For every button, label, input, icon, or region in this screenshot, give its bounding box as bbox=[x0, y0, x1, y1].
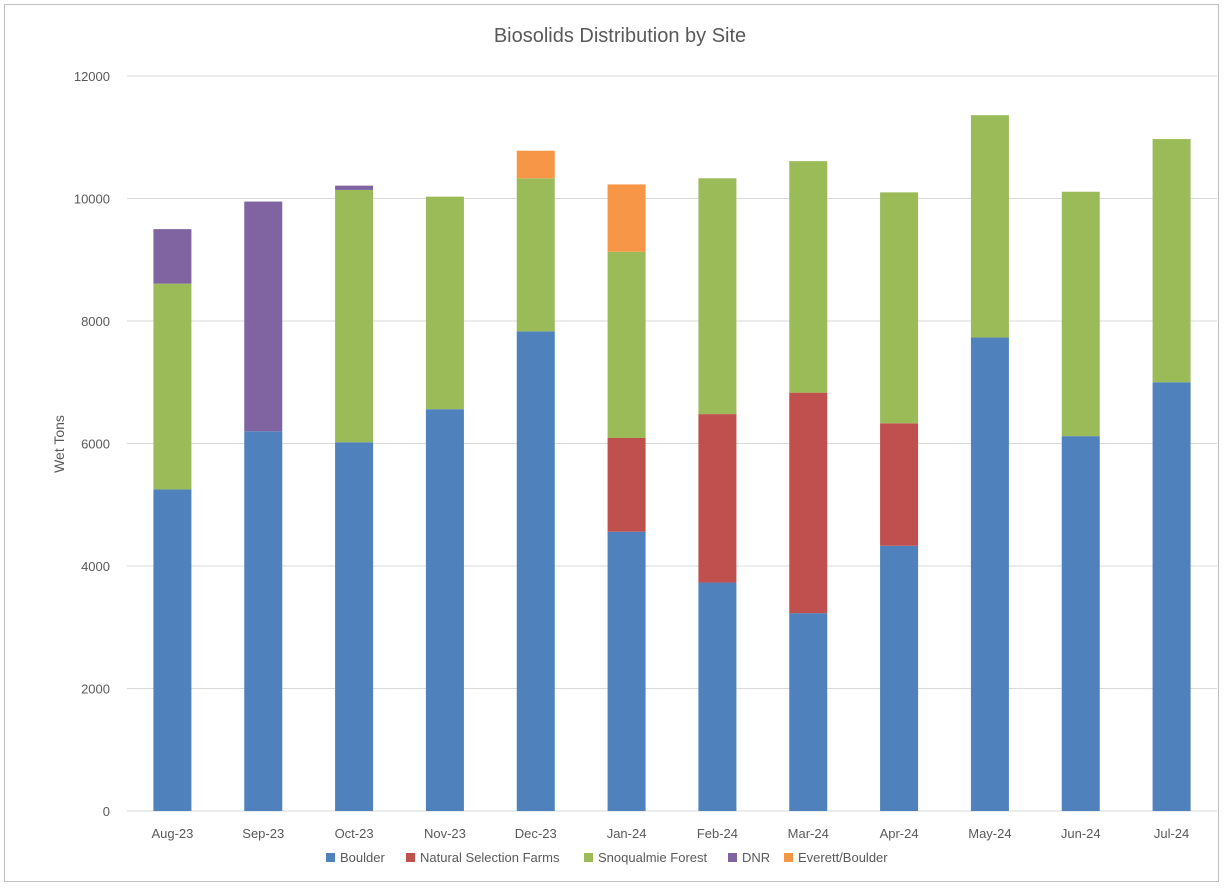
x-tick-label: Jul-24 bbox=[1154, 826, 1189, 841]
legend-label: Snoqualmie Forest bbox=[598, 850, 707, 865]
y-tick-label: 6000 bbox=[81, 437, 110, 452]
bar-segment-dnr-oct-23 bbox=[335, 185, 374, 190]
bar-segment-snoqualmie-forest-apr-24 bbox=[880, 192, 919, 424]
bar-segment-snoqualmie-forest-mar-24 bbox=[789, 161, 828, 393]
bar-segment-everett-boulder-dec-23 bbox=[516, 150, 555, 179]
bar-segment-natural-selection-farms-apr-24 bbox=[880, 423, 919, 546]
bar-segment-boulder-nov-23 bbox=[425, 409, 464, 811]
x-tick-label: Dec-23 bbox=[515, 826, 557, 841]
x-tick-label: May-24 bbox=[968, 826, 1011, 841]
bar-segment-snoqualmie-forest-feb-24 bbox=[698, 178, 737, 415]
bar-segment-boulder-jan-24 bbox=[607, 531, 646, 811]
x-tick-label: Nov-23 bbox=[424, 826, 466, 841]
x-tick-label: Oct-23 bbox=[335, 826, 374, 841]
legend-swatch bbox=[406, 853, 415, 862]
bar-segment-dnr-aug-23 bbox=[153, 229, 192, 284]
x-tick-label: Jan-24 bbox=[607, 826, 647, 841]
bar-segment-natural-selection-farms-jan-24 bbox=[607, 437, 646, 532]
x-tick-label: Jun-24 bbox=[1061, 826, 1101, 841]
bar-segment-snoqualmie-forest-jan-24 bbox=[607, 251, 646, 438]
bar-segment-boulder-jun-24 bbox=[1061, 436, 1100, 811]
y-tick-label: 4000 bbox=[81, 559, 110, 574]
bar-segment-boulder-sep-23 bbox=[244, 431, 283, 811]
bar-segment-boulder-dec-23 bbox=[516, 331, 555, 811]
bar-segment-snoqualmie-forest-jun-24 bbox=[1061, 191, 1100, 437]
legend-swatch bbox=[728, 853, 737, 862]
bar-segment-everett-boulder-jan-24 bbox=[607, 184, 646, 252]
legend-label: Boulder bbox=[340, 850, 385, 865]
bar-segment-snoqualmie-forest-may-24 bbox=[970, 115, 1009, 338]
bar-segment-snoqualmie-forest-jul-24 bbox=[1152, 139, 1191, 383]
y-tick-label: 12000 bbox=[74, 69, 110, 84]
bar-segment-natural-selection-farms-feb-24 bbox=[698, 414, 737, 583]
x-tick-label: Feb-24 bbox=[697, 826, 738, 841]
bar-segment-snoqualmie-forest-aug-23 bbox=[153, 283, 192, 490]
legend-label: DNR bbox=[742, 850, 770, 865]
bar-segment-natural-selection-farms-mar-24 bbox=[789, 392, 828, 614]
bar-segment-boulder-may-24 bbox=[970, 337, 1009, 811]
y-axis-label: Wet Tons bbox=[51, 415, 67, 473]
bar-segment-snoqualmie-forest-oct-23 bbox=[335, 189, 374, 443]
legend-swatch bbox=[784, 853, 793, 862]
x-tick-label: Sep-23 bbox=[242, 826, 284, 841]
chart-title: Biosolids Distribution by Site bbox=[494, 25, 746, 47]
x-tick-label: Aug-23 bbox=[151, 826, 193, 841]
y-tick-label: 8000 bbox=[81, 314, 110, 329]
bar-segment-snoqualmie-forest-nov-23 bbox=[425, 196, 464, 410]
bar-segment-boulder-jul-24 bbox=[1152, 382, 1191, 811]
legend-swatch bbox=[584, 853, 593, 862]
bar-segment-boulder-oct-23 bbox=[335, 442, 374, 811]
legend: Boulder Natural Selection Farms Snoqualmie… bbox=[326, 850, 888, 865]
bars bbox=[153, 115, 1191, 811]
bar-segment-boulder-feb-24 bbox=[698, 582, 737, 811]
x-tick-label: Mar-24 bbox=[788, 826, 829, 841]
grid-lines bbox=[127, 75, 1217, 812]
y-tick-label: 2000 bbox=[81, 682, 110, 697]
bar-segment-snoqualmie-forest-dec-23 bbox=[516, 178, 555, 332]
bar-segment-boulder-mar-24 bbox=[789, 613, 828, 811]
bar-segment-boulder-aug-23 bbox=[153, 489, 192, 811]
bar-segment-boulder-apr-24 bbox=[880, 545, 919, 811]
x-tick-labels: Aug-23 Sep-23 Oct-23 Nov-23 Dec-23 Jan-24 Feb-… bbox=[151, 826, 1189, 841]
y-tick-label: 10000 bbox=[74, 192, 110, 207]
legend-swatch bbox=[326, 853, 335, 862]
legend-label: Natural Selection Farms bbox=[420, 850, 560, 865]
y-tick-labels: 0 2000 4000 6000 8000 10000 12000 bbox=[74, 69, 110, 819]
bar-segment-dnr-sep-23 bbox=[244, 201, 283, 432]
x-tick-label: Apr-24 bbox=[880, 826, 919, 841]
legend-label: Everett/Boulder bbox=[798, 850, 888, 865]
y-tick-label: 0 bbox=[103, 804, 110, 819]
